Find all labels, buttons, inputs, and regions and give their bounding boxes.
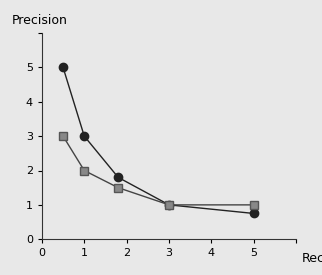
Text: Recall: Recall <box>301 252 322 265</box>
Text: Precision: Precision <box>11 14 67 27</box>
